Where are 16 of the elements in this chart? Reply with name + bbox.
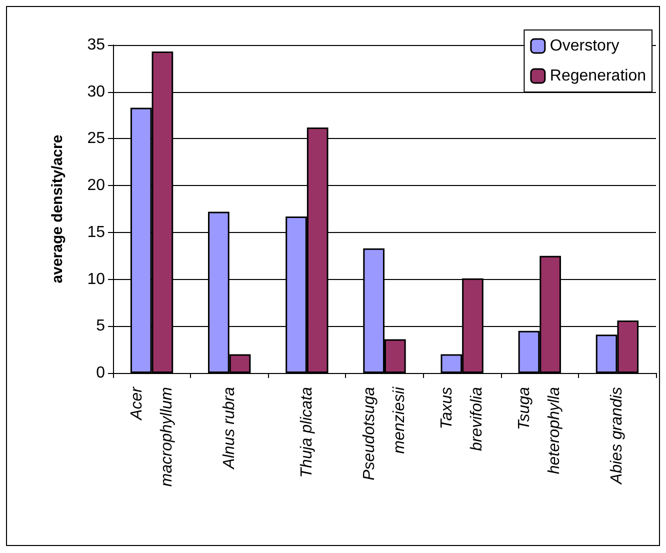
x-tick-label: Acer macrophyllum [128, 386, 176, 487]
x-tick-label: Pseudotsuga menziesii [361, 386, 408, 480]
y-tick-label: 10 [87, 270, 106, 288]
x-tick-label: Abies grandis [608, 387, 626, 485]
y-tick-label: 5 [96, 318, 106, 335]
x-tick-label: Thuja plicata [298, 386, 316, 478]
y-tick-label: 20 [87, 177, 106, 194]
legend-label: Overstory [550, 38, 620, 54]
y-tick-label: 35 [87, 36, 106, 54]
y-axis-title: average density/acre [49, 134, 66, 284]
x-tick-label: Alnus rubra [220, 386, 238, 470]
y-tick-label: 15 [87, 224, 106, 241]
legend-label: Regeneration [550, 68, 646, 84]
y-tick-label: 0 [96, 364, 106, 382]
y-tick-label: 25 [87, 130, 106, 148]
y-tick-label: 30 [87, 83, 106, 100]
